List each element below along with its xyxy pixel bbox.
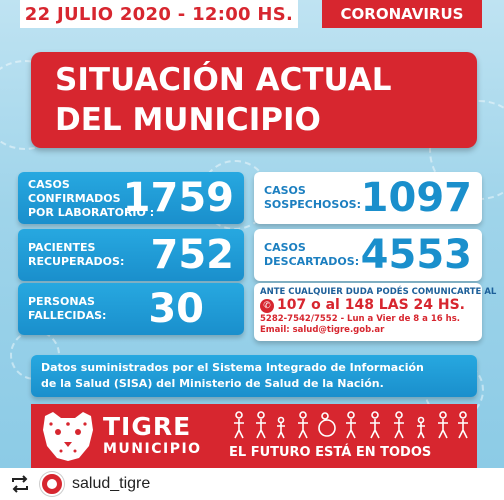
stat-label: PACIENTES RECUPERADOS: <box>28 241 124 269</box>
slogan: EL FUTURO ESTÁ EN TODOS <box>229 445 431 460</box>
stat-deceased: PERSONAS FALLECIDAS: 30 <box>18 283 244 335</box>
source-info: Datos suministrados por el Sistema Integ… <box>31 355 477 397</box>
people-pictogram-icon <box>234 411 468 439</box>
topic-badge: CORONAVIRUS <box>322 0 482 28</box>
phone-numbers: 107 o al 148 LAS 24 HS. <box>277 297 465 313</box>
stat-label-line: CASOS <box>264 241 306 254</box>
title-line-1: SITUACIÓN ACTUAL <box>55 62 392 98</box>
username-link[interactable]: salud_tigre <box>72 475 151 492</box>
stat-label: CASOS DESCARTADOS: <box>264 241 359 269</box>
contact-hours: 5282-7542/7552 - Lun a Vier de 8 a 16 hs… <box>260 314 460 324</box>
stat-label-line: PACIENTES <box>28 241 96 254</box>
brand-name: TIGRE <box>103 412 192 441</box>
footer-banner: TIGRE MUNICIPIO EL FUTURO ESTÁ EN TODOS <box>31 404 477 468</box>
date-label: 22 JULIO 2020 - 12:00 HS. <box>20 0 298 28</box>
stat-label: PERSONAS FALLECIDAS: <box>28 295 106 323</box>
stat-label-line: CASOS <box>28 178 70 191</box>
stat-label: CASOS CONFIRMADOS POR LABORATORIO : <box>28 178 154 220</box>
avatar[interactable] <box>40 472 64 496</box>
stat-value: 1759 <box>122 175 234 221</box>
stat-label-line: DESCARTADOS: <box>264 255 360 268</box>
contact-intro: ANTE CUALQUIER DUDA PODÉS COMUNICARTE AL <box>260 287 497 297</box>
jaguar-logo-icon <box>43 412 93 461</box>
stat-value: 1097 <box>360 175 472 221</box>
stat-label-line: RECUPERADOS: <box>28 255 125 268</box>
stat-value: 4553 <box>360 232 472 278</box>
page-title: SITUACIÓN ACTUAL DEL MUNICIPIO <box>31 52 477 148</box>
phone-icon: ✆ <box>260 298 274 313</box>
stat-label-line: POR LABORATORIO : <box>28 206 155 219</box>
stat-confirmed: CASOS CONFIRMADOS POR LABORATORIO : 1759 <box>18 172 244 224</box>
brand-subtitle: MUNICIPIO <box>103 441 202 457</box>
contact-email: Email: salud@tigre.gob.ar <box>260 325 385 335</box>
stat-label-line: SOSPECHOSOS: <box>264 198 361 211</box>
stat-label-line: CASOS <box>264 184 306 197</box>
stat-discarded: CASOS DESCARTADOS: 4553 <box>254 229 482 281</box>
source-line: de la Salud (SISA) del Ministerio de Sal… <box>41 377 384 390</box>
stat-value: 30 <box>148 286 204 332</box>
repost-icon <box>12 475 28 493</box>
slogan-emphasis: TODOS <box>380 445 432 460</box>
stat-label-line: FALLECIDAS: <box>28 309 107 322</box>
repost-bar: salud_tigre <box>0 468 504 500</box>
stat-label-line: CONFIRMADOS <box>28 192 121 205</box>
stat-label: CASOS SOSPECHOSOS: <box>264 184 361 212</box>
contact-box: ANTE CUALQUIER DUDA PODÉS COMUNICARTE AL… <box>254 283 497 341</box>
stat-recovered: PACIENTES RECUPERADOS: 752 <box>18 229 244 281</box>
contact-phones: ✆ 107 o al 148 LAS 24 HS. <box>260 297 476 314</box>
source-line: Datos suministrados por el Sistema Integ… <box>41 361 424 374</box>
stat-value: 752 <box>150 232 235 278</box>
slogan-text: EL FUTURO ESTÁ EN <box>229 445 381 460</box>
title-line-2: DEL MUNICIPIO <box>55 102 321 138</box>
stat-suspected: CASOS SOSPECHOSOS: 1097 <box>254 172 482 224</box>
poster: 22 JULIO 2020 - 12:00 HS. CORONAVIRUS SI… <box>0 0 504 468</box>
stat-label-line: PERSONAS <box>28 295 95 308</box>
